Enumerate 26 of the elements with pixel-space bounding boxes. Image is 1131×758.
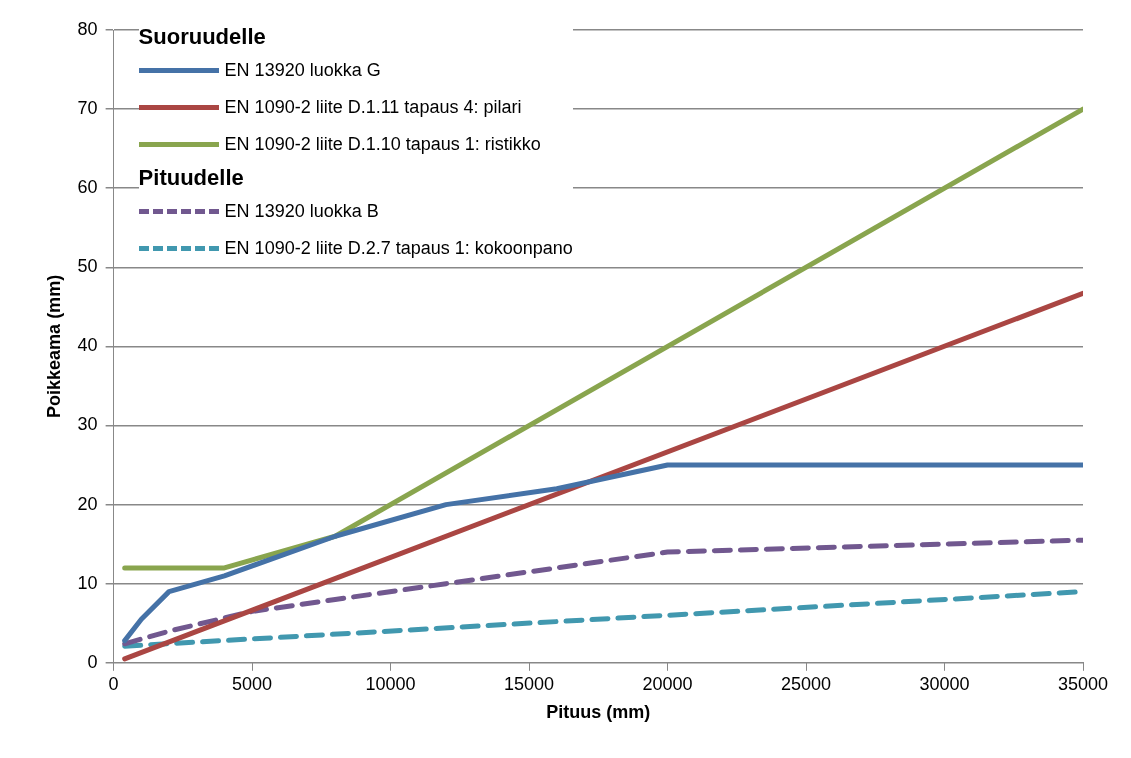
legend-label: EN 1090-2 liite D.2.7 tapaus 1: kokoonpano <box>224 238 573 259</box>
y-tick-label: 50 <box>77 256 98 277</box>
y-tick-label: 30 <box>77 414 98 435</box>
y-tick-label: 40 <box>77 335 98 356</box>
x-axis-title: Pituus (mm) <box>546 702 651 723</box>
x-tick-label: 20000 <box>642 673 693 694</box>
y-tick-label: 10 <box>77 572 98 593</box>
x-tick-label: 35000 <box>1057 673 1109 694</box>
y-axis-title: Poikkeama (mm) <box>43 274 64 418</box>
annotation: Pituudelle <box>138 165 245 191</box>
y-tick-label: 60 <box>77 177 98 198</box>
annotation: Suoruudelle <box>138 24 267 50</box>
y-tick-label: 20 <box>77 493 98 514</box>
x-tick-label: 25000 <box>781 673 832 694</box>
x-tick-label: 30000 <box>919 673 970 694</box>
x-tick-label: 10000 <box>365 673 416 694</box>
y-tick-label: 70 <box>77 98 98 119</box>
legend-label: EN 1090-2 liite D.1.10 tapaus 1: ristikko <box>224 134 541 155</box>
legend-label: EN 13920 luokka G <box>224 60 381 81</box>
legend-label: EN 1090-2 liite D.1.11 tapaus 4: pilari <box>224 97 522 118</box>
legend-label: EN 13920 luokka B <box>224 201 379 222</box>
x-tick-label: 0 <box>108 673 119 694</box>
y-tick-label: 0 <box>87 651 98 672</box>
x-tick-label: 15000 <box>504 673 555 694</box>
x-tick-label: 5000 <box>232 673 273 694</box>
y-tick-label: 80 <box>77 18 98 39</box>
